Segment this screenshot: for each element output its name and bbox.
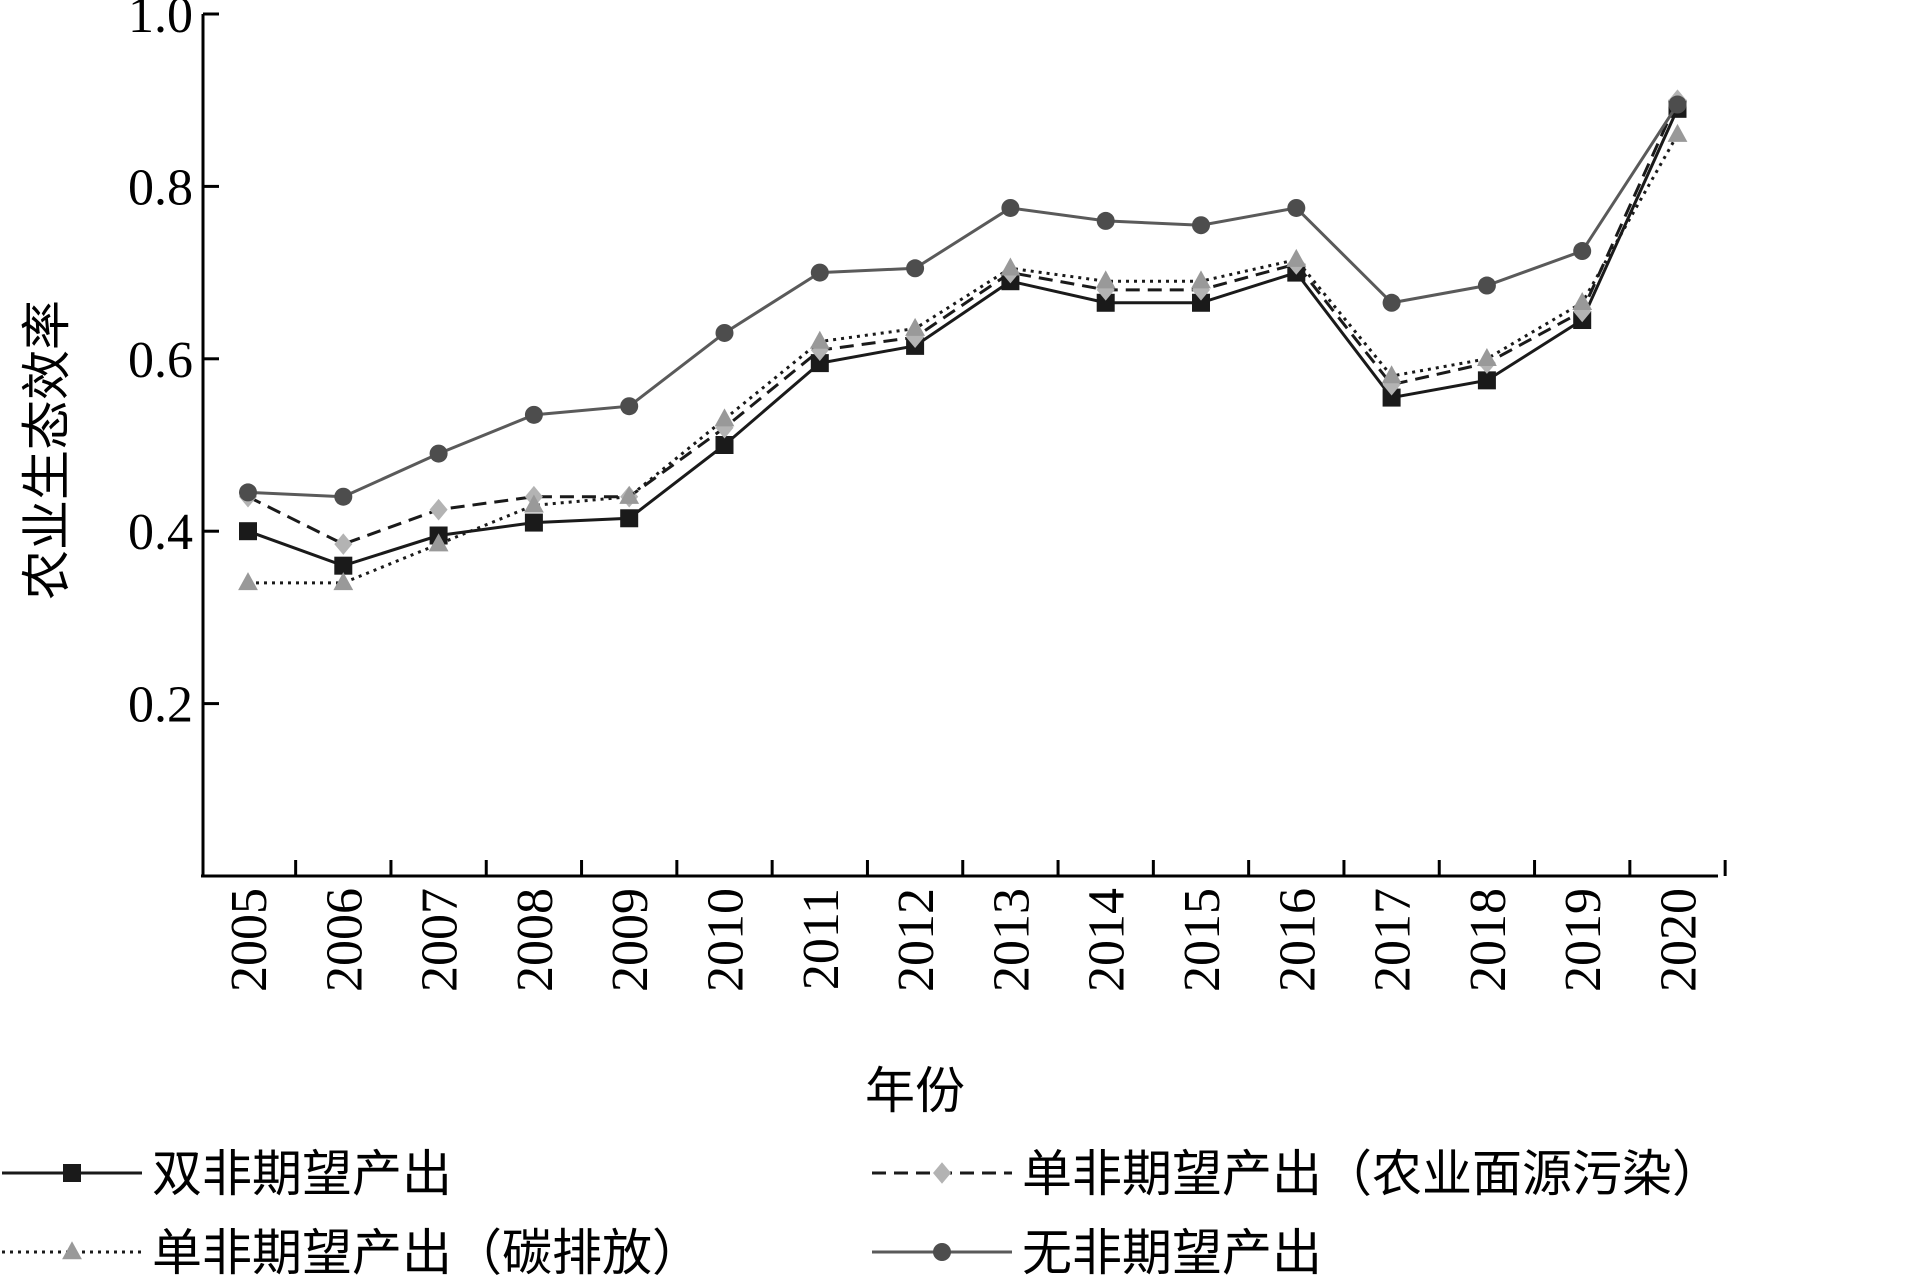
- data-point: [1573, 300, 1592, 323]
- series-line: [248, 133, 1679, 585]
- data-point: [1667, 123, 1688, 142]
- legend-item: 单非期望产出（农业面源污染）: [872, 1145, 1722, 1203]
- data-point: [334, 533, 353, 555]
- x-tick-label: 2018: [1460, 888, 1517, 992]
- data-point: [334, 487, 353, 506]
- data-point: [428, 533, 449, 552]
- legend-label: 双非期望产出: [152, 1145, 452, 1203]
- data-point: [810, 263, 829, 282]
- series-line: [247, 108, 1679, 568]
- data-point: [1573, 242, 1592, 261]
- x-tick-label: 2007: [412, 888, 469, 992]
- x-tick-label: 2012: [888, 888, 945, 992]
- legend-marker: [62, 1241, 82, 1260]
- data-point: [810, 354, 829, 373]
- data-point: [238, 572, 258, 591]
- data-point: [620, 509, 639, 528]
- data-point: [1096, 211, 1115, 230]
- data-point: [524, 494, 544, 513]
- data-point: [1477, 348, 1497, 366]
- data-point: [1191, 270, 1211, 289]
- data-point: [1192, 216, 1210, 235]
- data-point: [906, 259, 925, 278]
- data-point: [715, 416, 734, 439]
- legend-marker: [933, 1162, 951, 1184]
- data-point: [715, 436, 734, 454]
- x-tick-label: 2020: [1651, 888, 1708, 992]
- data-point: [1096, 293, 1115, 312]
- x-tick-label: 2016: [1269, 888, 1326, 992]
- x-tick-label: 2011: [793, 888, 850, 990]
- y-tick-label: 0.8: [128, 159, 193, 216]
- data-point: [1000, 257, 1021, 276]
- data-point: [1477, 371, 1496, 390]
- data-point: [334, 556, 353, 575]
- legend: 双非期望产出 单非期望产出（农业面源污染） 单非期望产出（碳排放） 无非期望产出: [2, 1145, 1722, 1282]
- legend-item: 单非期望产出（碳排放）: [2, 1224, 702, 1282]
- data-point: [239, 522, 257, 541]
- y-tick-label: 0.6: [128, 332, 193, 389]
- series-circle: [239, 95, 1687, 506]
- legend-marker: [933, 1243, 951, 1261]
- series-line: [247, 103, 1679, 499]
- data-point: [1382, 388, 1401, 407]
- data-point: [905, 317, 925, 336]
- data-point: [429, 444, 448, 463]
- data-point: [1287, 198, 1306, 217]
- x-tick-label: 2019: [1555, 888, 1612, 992]
- data-point: [239, 483, 257, 502]
- x-tick-label: 2017: [1365, 888, 1422, 992]
- data-point: [1381, 365, 1402, 384]
- x-axis-label: 年份: [865, 1062, 965, 1120]
- data-point: [1477, 276, 1496, 295]
- series-layer: [238, 89, 1688, 591]
- x-tick-label: 2013: [983, 888, 1040, 992]
- data-point: [333, 572, 354, 591]
- y-tick-label: 0.4: [128, 504, 193, 561]
- data-point: [1382, 373, 1401, 396]
- y-tick-label: 1.0: [128, 0, 193, 44]
- x-tick-label: 2015: [1174, 888, 1231, 992]
- y-ticks: 0.2 0.4 0.6 0.8 1.0: [128, 0, 219, 734]
- y-tick-label: 0.2: [128, 677, 193, 734]
- series-diamond: [239, 89, 1687, 555]
- series-line: [247, 99, 1679, 546]
- data-point: [714, 408, 735, 427]
- legend-item: 双非期望产出: [2, 1145, 452, 1203]
- x-tick-label: 2010: [698, 888, 755, 992]
- data-point: [1572, 291, 1593, 310]
- data-point: [1382, 293, 1401, 312]
- legend-label: 无非期望产出: [1022, 1224, 1322, 1282]
- data-point: [429, 498, 448, 521]
- legend-item: 无非期望产出: [872, 1224, 1322, 1282]
- series-square: [239, 99, 1687, 575]
- legend-label: 单非期望产出（碳排放）: [152, 1224, 702, 1282]
- x-tick-label: 2005: [221, 888, 278, 992]
- x-tick-label: 2008: [507, 888, 564, 992]
- data-point: [715, 323, 734, 342]
- y-axis-label: 农业生态效率: [18, 300, 76, 600]
- data-point: [524, 405, 543, 424]
- x-ticks: 2005 2006 2007 2008 2009 2010 2011 2012 2013 2014…: [221, 860, 1727, 992]
- legend-label: 单非期望产出（农业面源污染）: [1022, 1145, 1722, 1203]
- data-point: [1668, 95, 1687, 114]
- series-triangle: [238, 123, 1688, 591]
- axes: 0.2 0.4 0.6 0.8 1.0 2005 2006 2007 2008 2009 2010…: [128, 0, 1727, 992]
- legend-marker: [63, 1164, 81, 1182]
- x-tick-label: 2014: [1079, 888, 1136, 992]
- data-point: [1286, 248, 1307, 267]
- x-tick-label: 2009: [602, 888, 659, 992]
- data-point: [620, 397, 639, 416]
- data-point: [1001, 198, 1020, 217]
- data-point: [1192, 293, 1210, 312]
- data-point: [524, 513, 543, 532]
- data-point: [809, 330, 830, 349]
- x-tick-label: 2006: [316, 888, 373, 992]
- data-point: [1095, 270, 1116, 289]
- data-point: [619, 485, 640, 504]
